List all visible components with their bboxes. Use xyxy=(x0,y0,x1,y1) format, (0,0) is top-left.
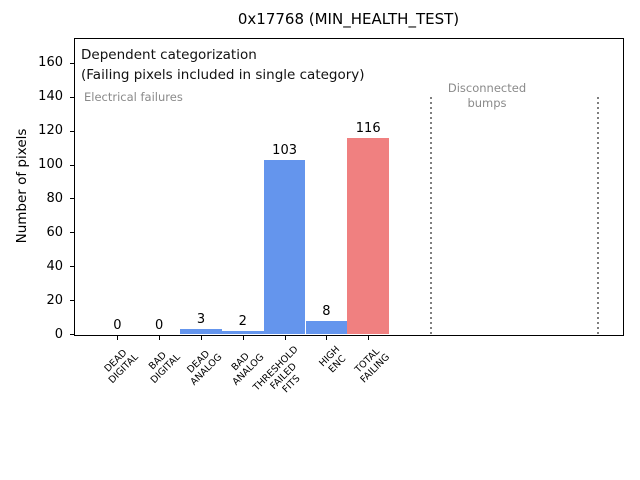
y-tick-3 xyxy=(70,232,74,234)
x-tick-label-2: DEAD ANALOG xyxy=(185,348,225,388)
annotation-electrical-failures: Electrical failures xyxy=(84,90,183,104)
y-tick-label-8: 160 xyxy=(38,55,63,71)
x-tick-2 xyxy=(201,336,202,340)
dotted-vline-1 xyxy=(597,97,600,335)
bar-value-label-1: 0 xyxy=(155,317,164,333)
y-tick-5 xyxy=(70,164,74,166)
annotation-disconnected-line1: Disconnected xyxy=(447,81,527,95)
annotation-failing-pixels-note: (Failing pixels included in single categ… xyxy=(81,67,365,83)
y-tick-0 xyxy=(70,334,74,335)
annotation-disconnected-line2: bumps xyxy=(467,96,507,110)
chart-title: 0x17768 (MIN_HEALTH_TEST) xyxy=(237,10,460,28)
bar-6 xyxy=(347,137,390,335)
x-tick-label-0: DEAD DIGITAL xyxy=(102,347,141,386)
y-tick-label-4: 80 xyxy=(46,190,63,206)
y-tick-1 xyxy=(70,300,74,302)
y-tick-label-0: 0 xyxy=(54,326,63,342)
bar-value-label-3: 2 xyxy=(238,314,247,330)
bar-3 xyxy=(221,331,264,335)
y-tick-label-3: 60 xyxy=(46,224,63,240)
y-tick-label-2: 40 xyxy=(46,258,63,274)
dotted-vline-0 xyxy=(429,97,432,335)
bar-value-label-6: 116 xyxy=(355,120,381,136)
y-tick-6 xyxy=(70,130,74,132)
annotation-disconnected-bumps: Disconnected bumps xyxy=(448,81,526,111)
y-tick-7 xyxy=(70,96,74,98)
x-tick-5 xyxy=(326,336,328,340)
x-tick-0 xyxy=(117,336,119,340)
y-tick-label-6: 120 xyxy=(38,123,63,139)
bar-value-label-4: 103 xyxy=(272,142,298,158)
x-tick-1 xyxy=(159,336,161,340)
x-tick-4 xyxy=(284,336,286,340)
x-tick-label-1: BAD DIGITAL xyxy=(146,349,183,386)
bar-4 xyxy=(263,159,306,335)
bar-value-label-5: 8 xyxy=(322,303,331,319)
y-tick-4 xyxy=(70,198,74,200)
bar-value-label-2: 3 xyxy=(196,312,206,328)
y-tick-label-5: 100 xyxy=(38,157,63,173)
y-tick-8 xyxy=(70,62,74,64)
x-tick-label-5: HIGH ENC xyxy=(317,344,349,376)
y-tick-label-7: 140 xyxy=(38,89,63,105)
x-tick-6 xyxy=(368,336,370,340)
bar-value-label-0: 0 xyxy=(113,317,122,333)
y-tick-2 xyxy=(70,266,74,268)
bar-5 xyxy=(305,320,348,335)
x-tick-label-6: TOTAL FAILING xyxy=(352,346,392,386)
bar-2 xyxy=(180,329,222,335)
x-tick-3 xyxy=(242,336,244,340)
annotation-dependent-categorization: Dependent categorization xyxy=(81,47,257,63)
y-tick-label-1: 20 xyxy=(46,292,63,308)
